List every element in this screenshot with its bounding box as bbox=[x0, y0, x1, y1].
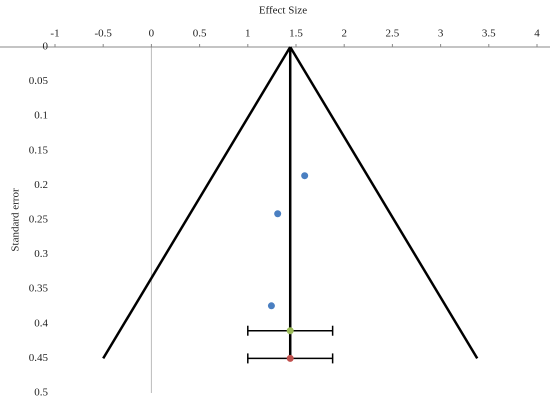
x-tick-label: 0.5 bbox=[193, 28, 207, 40]
x-tick-label: 2 bbox=[341, 28, 347, 40]
y-tick-label: 0.3 bbox=[34, 248, 48, 260]
point bbox=[286, 327, 294, 335]
y-tick-label: 0 bbox=[43, 41, 49, 53]
y-tick-label: 0.15 bbox=[29, 144, 49, 156]
funnel-right bbox=[289, 46, 479, 360]
y-tick-label: 0.25 bbox=[29, 214, 49, 226]
point bbox=[286, 354, 294, 362]
x-tick-label: 3.5 bbox=[482, 28, 496, 40]
x-tick-label: 2.5 bbox=[386, 28, 400, 40]
x-axis-label: Effect Size bbox=[259, 5, 307, 17]
x-tick-label: 3 bbox=[438, 28, 444, 40]
point bbox=[267, 302, 275, 310]
y-tick-label: 0.2 bbox=[34, 179, 48, 191]
y-tick-label: 0.1 bbox=[34, 110, 48, 122]
x-tick-label: -0.5 bbox=[94, 28, 112, 40]
y-tick-label: 0.45 bbox=[29, 352, 49, 364]
x-tick-label: 1 bbox=[245, 28, 251, 40]
x-tick-label: -1 bbox=[50, 28, 59, 40]
y-tick-label: 0.05 bbox=[29, 75, 49, 87]
y-tick-label: 0.4 bbox=[34, 317, 48, 329]
x-tick-label: 0 bbox=[149, 28, 155, 40]
x-tick-label: 4 bbox=[534, 28, 540, 40]
point bbox=[274, 210, 282, 218]
x-tick-label: 1.5 bbox=[289, 28, 303, 40]
y-tick-label: 0.5 bbox=[34, 387, 48, 399]
point bbox=[301, 172, 309, 180]
y-tick-label: 0.35 bbox=[29, 283, 49, 295]
funnel-left bbox=[102, 46, 292, 360]
y-axis-label: Standard error bbox=[10, 188, 22, 252]
